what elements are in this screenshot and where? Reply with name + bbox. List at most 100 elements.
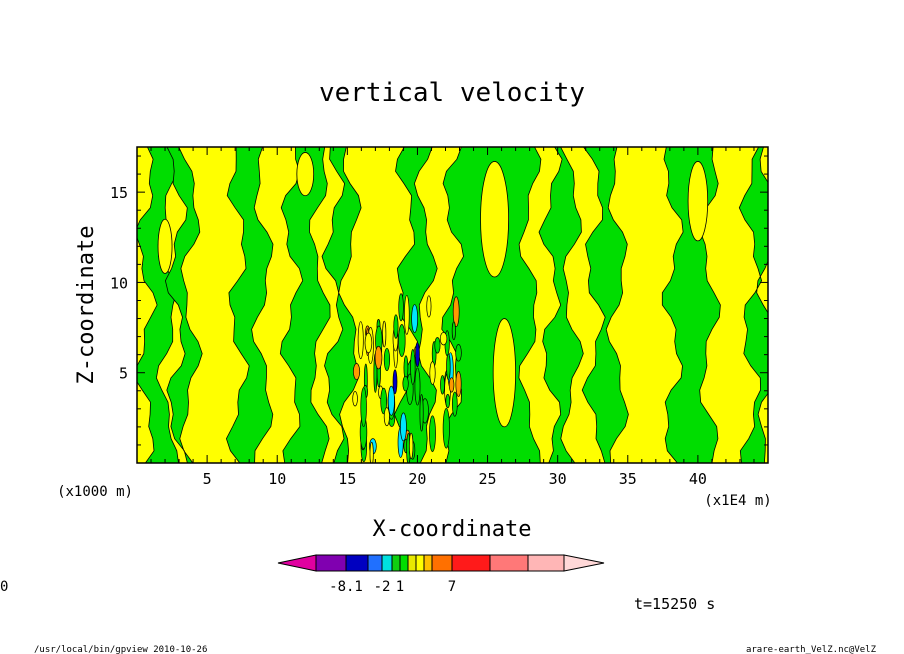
convective-cell xyxy=(429,361,436,385)
x-tick-label: 30 xyxy=(549,470,567,488)
downdraft-band xyxy=(164,147,203,463)
convective-cell xyxy=(409,432,414,460)
convective-cell xyxy=(383,347,391,372)
time-annotation: t=15250 s xyxy=(634,595,715,613)
colorbar-segment xyxy=(399,554,409,572)
convective-cell xyxy=(380,387,388,415)
convective-cell xyxy=(369,441,374,463)
y-tick-label: 5 xyxy=(119,365,128,383)
convective-cell xyxy=(393,314,399,339)
y-tick-label: 15 xyxy=(110,184,128,202)
downdraft-band xyxy=(137,147,180,463)
y-axis: 5 10 15 xyxy=(110,155,768,446)
convective-cell xyxy=(364,332,373,354)
convective-cell xyxy=(357,321,364,360)
x-tick-label: 15 xyxy=(338,470,356,488)
x-tick-label: 5 xyxy=(203,470,212,488)
x-tick-label: 25 xyxy=(479,470,497,488)
convective-cell xyxy=(410,349,416,385)
convective-cell xyxy=(440,375,445,395)
colorbar-label: 7 xyxy=(448,579,456,595)
colorbar: -8.1 -2 1 7 20 xyxy=(0,554,605,595)
x-tick-label: 10 xyxy=(268,470,286,488)
y-unit-label: (x1000 m) xyxy=(57,484,133,500)
colorbar-high-arrow xyxy=(563,554,605,572)
downdraft-band xyxy=(661,147,721,463)
convective-cell xyxy=(452,296,460,328)
plot-area xyxy=(136,146,769,464)
colorbar-segment xyxy=(315,554,347,572)
convective-cell xyxy=(445,394,451,409)
updraft-island xyxy=(480,161,509,278)
convective-cell xyxy=(352,391,358,407)
colorbar-segment xyxy=(423,554,433,572)
convective-cell xyxy=(455,371,462,397)
convective-cell xyxy=(360,387,367,427)
convective-cell xyxy=(402,375,409,392)
convective-cell xyxy=(382,320,387,348)
colorbar-segment xyxy=(415,554,425,572)
updraft-island xyxy=(296,152,315,197)
colorbar-label: -8.1 xyxy=(329,579,363,595)
intense-downdraft-cell xyxy=(392,369,398,395)
updraft-island xyxy=(157,218,173,274)
downdraft-band xyxy=(738,147,768,463)
convective-cell xyxy=(446,353,451,380)
footer-left: /usr/local/bin/gpview 2010-10-26 xyxy=(34,645,207,654)
chart-title: vertical velocity xyxy=(319,78,585,108)
colorbar-segment xyxy=(451,554,491,572)
convective-cell xyxy=(442,408,450,449)
convective-cell xyxy=(426,295,432,318)
x-axis: 5 10 15 20 25 30 35 40 xyxy=(150,147,755,488)
convective-cell xyxy=(383,407,390,427)
colorbar-label: 20 xyxy=(0,579,8,595)
convective-cell xyxy=(429,415,436,453)
x-tick-label: 35 xyxy=(619,470,637,488)
colorbar-label: -2 xyxy=(374,579,391,595)
updraft-island xyxy=(687,161,709,242)
convective-cell xyxy=(434,337,441,354)
convective-cell xyxy=(387,385,395,416)
colorbar-segment xyxy=(431,554,453,572)
convective-cell xyxy=(398,293,404,322)
colorbar-label: 1 xyxy=(396,579,404,595)
colorbar-segment xyxy=(527,554,565,572)
convective-cell xyxy=(414,367,421,406)
y-tick-label: 10 xyxy=(110,274,128,292)
convective-cell xyxy=(374,345,383,370)
strong-downdraft-cell xyxy=(400,412,407,442)
colorbar-segment xyxy=(489,554,529,572)
downdraft-band xyxy=(538,147,584,463)
convective-cell xyxy=(451,391,458,417)
y-axis-label: Z-coordinate xyxy=(74,226,99,385)
convective-cell xyxy=(451,321,456,341)
convective-cell xyxy=(439,332,448,346)
strong-downdraft-cell xyxy=(411,304,418,333)
convective-cell xyxy=(404,294,410,335)
downdraft-band xyxy=(225,147,274,463)
x-tick-label: 20 xyxy=(408,470,426,488)
colorbar-segment xyxy=(367,554,383,572)
plot-frame xyxy=(136,146,769,464)
velocity-field xyxy=(137,147,768,463)
intense-downdraft-cell xyxy=(415,342,420,368)
x-tick-label: 40 xyxy=(689,470,707,488)
convective-cell xyxy=(419,394,424,432)
colorbar-segment xyxy=(345,554,369,572)
turbulent-region xyxy=(352,293,462,463)
colorbar-low-arrow xyxy=(277,554,317,572)
colorbar-segment xyxy=(381,554,393,572)
convective-cell xyxy=(353,363,361,380)
updraft-island xyxy=(492,318,517,428)
convective-cell xyxy=(398,324,406,357)
colorbar-segment xyxy=(391,554,401,572)
x-unit-label: (x1E4 m) xyxy=(704,493,771,509)
colorbar-segment xyxy=(407,554,417,572)
downdraft-band xyxy=(581,147,629,463)
convective-cell xyxy=(448,377,455,393)
x-axis-label: X-coordinate xyxy=(373,517,532,542)
convective-cell xyxy=(455,344,462,362)
footer-right: arare-earth_VelZ.nc@VelZ xyxy=(746,645,877,654)
downdraft-band xyxy=(279,147,331,463)
